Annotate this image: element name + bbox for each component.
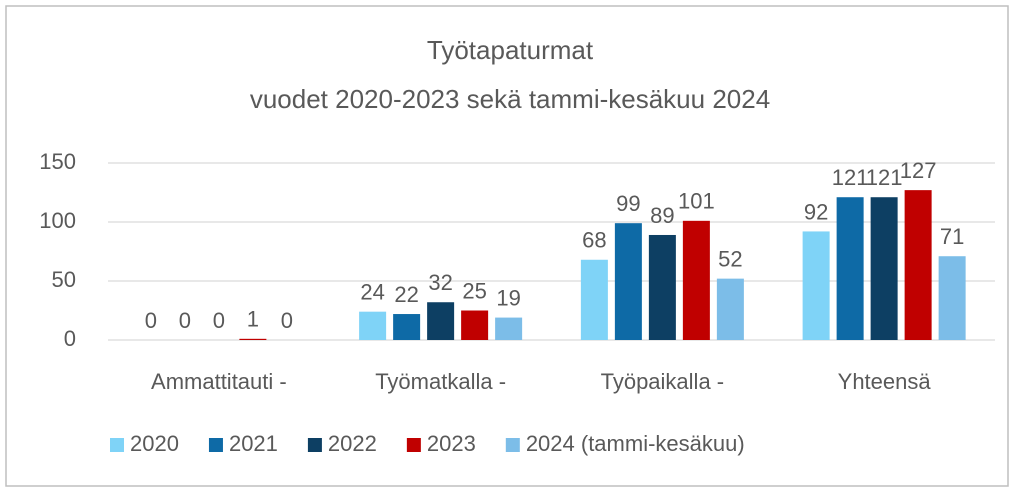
y-tick-label: 50 — [52, 267, 76, 292]
x-tick-label: Yhteensä — [838, 369, 932, 394]
bar — [461, 310, 489, 340]
data-label: 68 — [582, 228, 606, 253]
data-label: 0 — [179, 308, 191, 333]
legend-label: 2020 — [130, 431, 179, 456]
bar — [716, 278, 744, 340]
legend-label: 2022 — [328, 431, 377, 456]
bar — [580, 259, 608, 340]
data-label: 121 — [832, 165, 869, 190]
data-label: 32 — [428, 270, 452, 295]
x-tick-label: Työmatkalla - — [375, 369, 506, 394]
data-label: 71 — [940, 224, 964, 249]
data-label: 127 — [900, 158, 937, 183]
chart-subtitle: vuodet 2020-2023 sekä tammi-kesäkuu 2024 — [250, 84, 770, 114]
data-label: 19 — [496, 285, 520, 310]
bar — [495, 317, 523, 340]
data-label: 25 — [462, 278, 486, 303]
legend-label: 2023 — [427, 431, 476, 456]
bar — [614, 223, 642, 340]
data-label: 101 — [678, 189, 715, 214]
bar — [682, 220, 710, 340]
x-tick-label: Ammattitauti - — [151, 369, 287, 394]
legend-swatch — [208, 438, 223, 452]
data-label: 0 — [281, 308, 293, 333]
bar — [393, 314, 421, 340]
chart-title: Työtapaturmat — [427, 35, 594, 65]
legend-swatch — [406, 438, 421, 452]
bar — [870, 197, 898, 340]
legend-label: 2024 (tammi-kesäkuu) — [526, 431, 745, 456]
data-label: 1 — [247, 307, 259, 332]
y-tick-label: 100 — [39, 208, 76, 233]
legend-label: 2021 — [229, 431, 278, 456]
bar — [648, 234, 676, 340]
bar — [359, 311, 387, 340]
data-label: 89 — [650, 203, 674, 228]
bar — [836, 197, 864, 340]
data-label: 22 — [394, 282, 418, 307]
bar — [239, 338, 267, 340]
y-tick-label: 0 — [64, 326, 76, 351]
bar — [904, 190, 932, 340]
data-label: 92 — [804, 199, 828, 224]
legend-swatch — [307, 438, 322, 452]
bar — [427, 302, 455, 340]
legend-swatch — [110, 438, 124, 452]
y-tick-label: 150 — [39, 149, 76, 174]
legend-swatch — [505, 438, 520, 452]
bar — [802, 231, 830, 340]
x-tick-label: Työpaikalla - — [601, 369, 725, 394]
data-label: 99 — [616, 191, 640, 216]
data-label: 0 — [213, 308, 225, 333]
bar — [938, 256, 966, 340]
data-label: 24 — [360, 279, 384, 304]
data-label: 0 — [145, 308, 157, 333]
data-label: 52 — [718, 246, 742, 271]
data-label: 121 — [866, 165, 903, 190]
